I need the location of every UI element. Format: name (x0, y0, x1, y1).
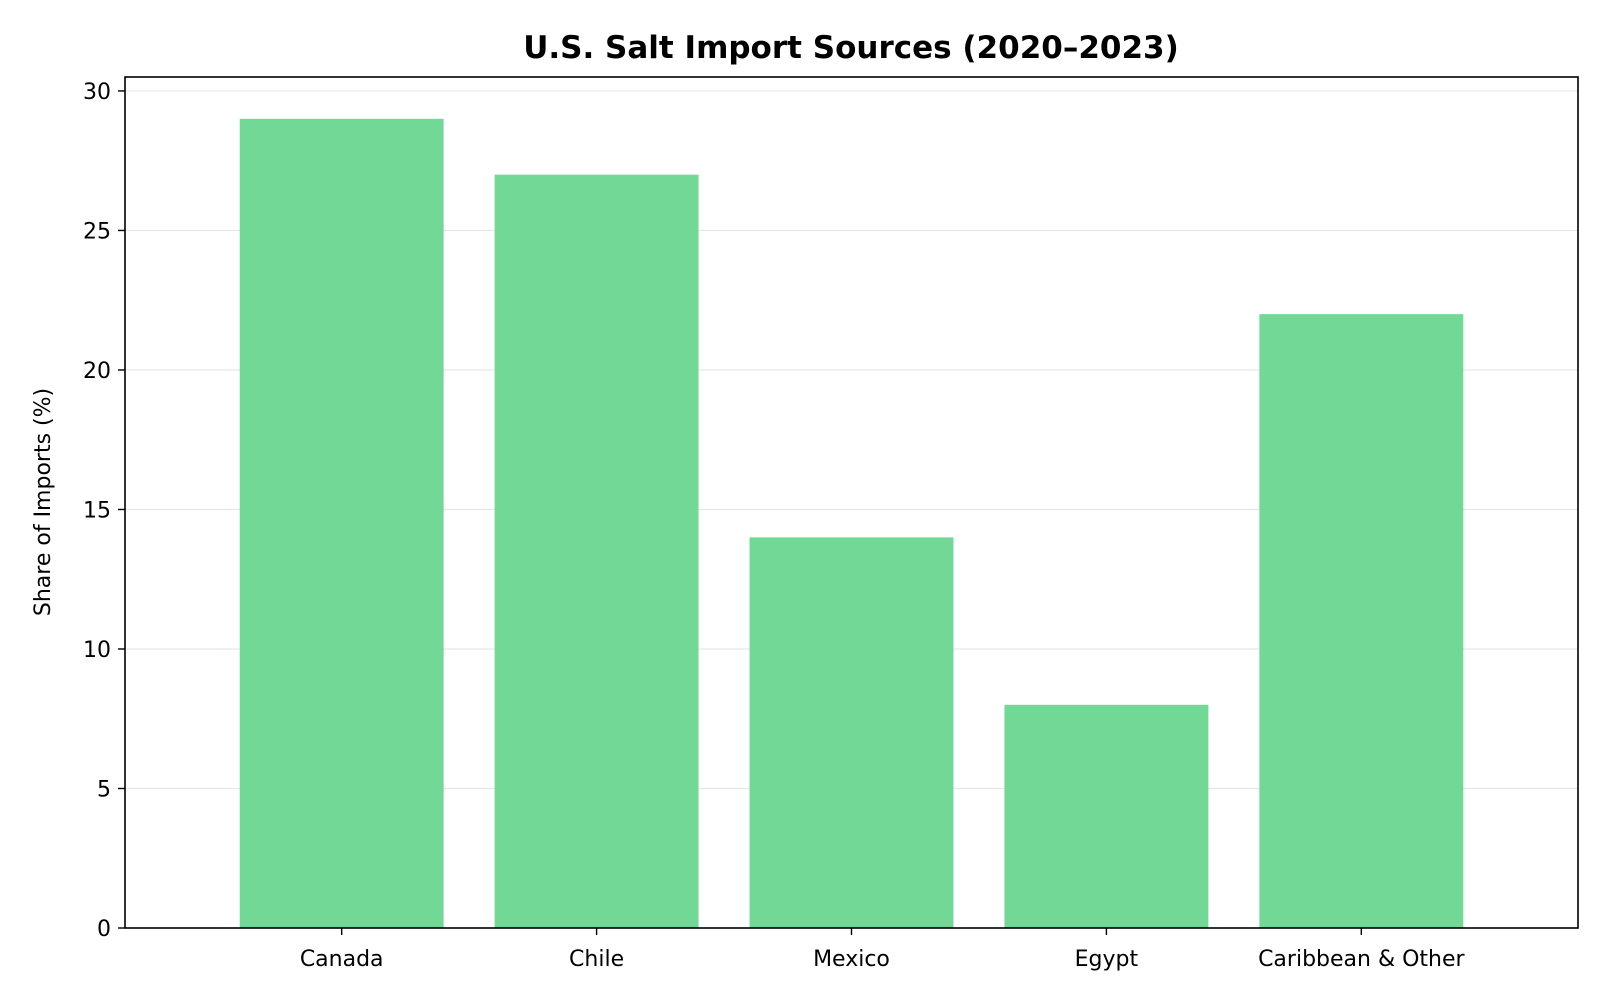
x-tick-label: Caribbean & Other (1258, 947, 1465, 972)
x-tick-label: Canada (300, 947, 384, 972)
bar-chile (494, 174, 699, 928)
bar-canada (239, 118, 444, 928)
x-tick-label: Egypt (1075, 947, 1139, 972)
x-tick-label: Chile (569, 947, 624, 972)
y-tick-label: 25 (83, 219, 111, 244)
y-tick-label: 10 (83, 638, 111, 663)
x-tick-label: Mexico (813, 947, 890, 972)
chart-title: U.S. Salt Import Sources (2020–2023) (523, 30, 1179, 66)
y-axis-label: Share of Imports (%) (31, 388, 56, 616)
bar-caribbean-other (1259, 314, 1464, 928)
bars (239, 118, 1464, 928)
y-tick-label: 0 (97, 917, 111, 942)
bar-mexico (749, 537, 954, 928)
x-axis: Canada Chile Mexico Egypt Caribbean & Other (300, 928, 1466, 972)
y-tick-label: 20 (83, 359, 111, 384)
y-tick-label: 5 (97, 777, 111, 802)
y-axis: 0 5 10 15 20 25 30 (83, 80, 125, 942)
y-tick-label: 30 (83, 80, 111, 105)
y-tick-label: 15 (83, 498, 111, 523)
bar-egypt (1004, 704, 1209, 928)
